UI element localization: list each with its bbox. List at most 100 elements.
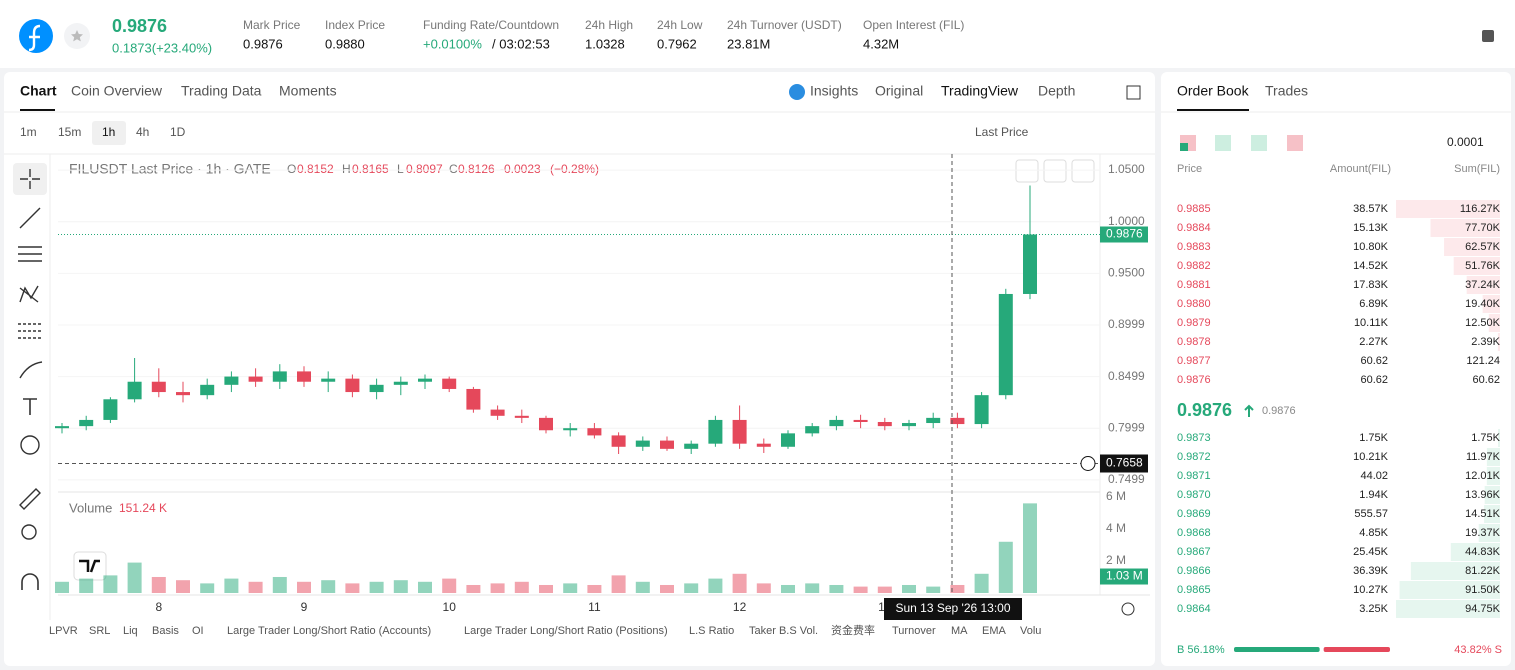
depth-bar [1410, 562, 1500, 580]
line-tool[interactable] [19, 207, 41, 229]
price-type[interactable]: Last Price [975, 125, 1029, 139]
view-tab[interactable]: Original [875, 83, 923, 99]
book-amount: 25.45K [1353, 546, 1389, 558]
x-tick-label: 8 [155, 600, 162, 614]
book-amount: 60.62 [1360, 355, 1388, 367]
indicator[interactable]: Basis [152, 625, 179, 637]
indicator[interactable]: LPVR [49, 625, 78, 637]
indicator[interactable]: EMA [982, 625, 1007, 637]
text-tool[interactable] [23, 398, 37, 415]
candle-body [853, 419, 868, 422]
price: 0.9876 [112, 16, 167, 36]
crosshair-plus[interactable] [1080, 456, 1096, 472]
candle-body [466, 388, 481, 410]
stat-value: 0.9876 [243, 36, 283, 51]
book-price: 0.9883 [1177, 241, 1211, 253]
candle-body [79, 419, 94, 427]
window-button[interactable] [1126, 85, 1141, 100]
emoji-tool[interactable] [20, 435, 40, 455]
book-mode-asks[interactable] [1251, 135, 1267, 151]
depth-bar [1486, 467, 1500, 485]
volume-bar [611, 575, 626, 593]
book-price: 0.9882 [1177, 260, 1211, 272]
depth-bar [1399, 581, 1500, 599]
indicator[interactable]: Large Trader Long/Short Ratio (Accounts) [227, 625, 431, 637]
book-price: 0.9873 [1177, 432, 1211, 444]
indicator[interactable]: OI [192, 625, 204, 637]
sell-ratio-bar [1323, 647, 1390, 652]
indicator[interactable]: MA [951, 625, 968, 637]
view-tab[interactable]: Insights [810, 83, 858, 99]
indicator[interactable]: L.S Ratio [689, 625, 734, 637]
candle-body [1023, 234, 1037, 294]
ohlc-legend: -0.0023 [500, 162, 541, 176]
book-tab[interactable]: Order Book [1177, 83, 1250, 99]
stat-value: 1.0328 [585, 36, 625, 51]
interval[interactable]: 1D [170, 125, 186, 139]
settings-icon[interactable] [1482, 30, 1494, 42]
reset-button[interactable] [1071, 159, 1095, 183]
collapse-button[interactable] [1043, 159, 1067, 183]
indicator[interactable]: Turnover [892, 625, 936, 637]
indicator[interactable]: Taker B.S Vol. [749, 625, 818, 637]
indicator[interactable]: 资金费率 [831, 623, 875, 637]
indicator[interactable]: Large Trader Long/Short Ratio (Positions… [464, 625, 668, 637]
y-tick-label: 0.7499 [1108, 472, 1145, 486]
candle-body [902, 423, 916, 427]
interval[interactable]: 1h [102, 125, 115, 139]
book-mode-bids[interactable] [1215, 135, 1231, 151]
book-price: 0.9880 [1177, 298, 1211, 310]
volume-bar [877, 586, 892, 593]
candle-body [127, 381, 142, 400]
candle-body [829, 419, 844, 427]
indicator[interactable]: Liq [123, 625, 138, 637]
chart-tab[interactable]: Coin Overview [71, 83, 163, 99]
candle-body [321, 378, 336, 382]
tool-selected[interactable] [13, 163, 47, 195]
brush-tool[interactable] [19, 361, 43, 379]
interval[interactable]: 15m [58, 125, 81, 139]
view-tab[interactable]: TradingView [941, 83, 1019, 99]
book-tab[interactable]: Trades [1265, 83, 1308, 99]
view-tab[interactable]: Depth [1038, 83, 1075, 99]
volume-bar [369, 581, 384, 593]
ohlc-legend: O [287, 162, 296, 176]
volume-bar [490, 583, 505, 593]
y-tick-label: 0.8999 [1108, 317, 1145, 331]
chart-settings[interactable] [1121, 602, 1135, 616]
magnet-tool[interactable] [21, 573, 39, 590]
book-amount: 36.39K [1353, 565, 1389, 577]
x-tick-label: 11 [588, 600, 601, 614]
chart-tab[interactable]: Moments [279, 83, 337, 99]
indicator[interactable]: SRL [89, 625, 110, 637]
volume-bar [272, 576, 287, 593]
chart-tab[interactable]: Chart [20, 83, 57, 99]
stat-value: / 03:02:53 [492, 36, 550, 51]
interval[interactable]: 1m [20, 125, 37, 139]
ruler-tool[interactable] [19, 488, 41, 510]
book-amount: 17.83K [1353, 279, 1389, 291]
ohlc-legend: 0.8097 [406, 162, 443, 176]
scroll-button[interactable] [1015, 159, 1039, 183]
candle-body [684, 443, 699, 449]
stat-value: +0.0100% [423, 36, 482, 51]
precision[interactable]: 0.0001 [1447, 135, 1484, 149]
chart-tab[interactable]: Trading Data [181, 83, 262, 99]
interval[interactable]: 4h [136, 125, 149, 139]
projection-tool[interactable] [18, 323, 42, 339]
fib-tool[interactable] [18, 246, 42, 262]
zoom-tool[interactable] [21, 524, 37, 540]
indicator[interactable]: Volu [1020, 625, 1041, 637]
candle-body [151, 381, 166, 393]
stat-value: 0.7962 [657, 36, 697, 51]
pattern-tool[interactable] [19, 285, 39, 303]
book-amount: 10.21K [1353, 451, 1389, 463]
candle-body [200, 384, 215, 396]
ohlc-legend: C [449, 162, 458, 176]
ohlc-legend: 0.8165 [352, 162, 389, 176]
book-price: 0.9865 [1177, 584, 1211, 596]
ohlc-legend: (−0.28%) [550, 162, 599, 176]
book-mode-asks[interactable] [1287, 135, 1303, 151]
book-sum: 77.70K [1465, 222, 1501, 234]
volume-bar [950, 584, 965, 593]
